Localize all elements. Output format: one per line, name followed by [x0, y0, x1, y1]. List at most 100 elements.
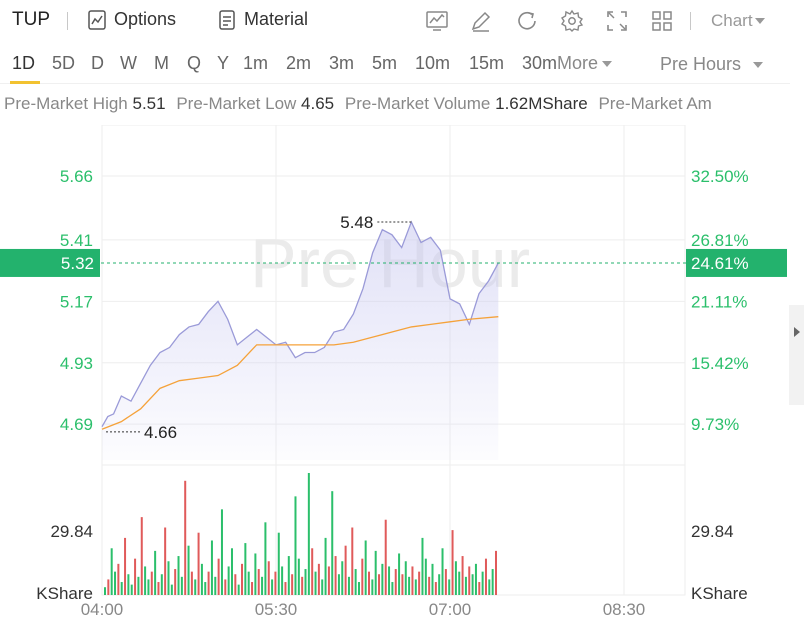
chart-menu-dropdown[interactable]: Chart: [711, 11, 765, 31]
refresh-icon[interactable]: [515, 9, 539, 33]
volume-bar: [394, 569, 397, 595]
settings-gear-icon[interactable]: [560, 9, 584, 33]
intraday-chart[interactable]: 04:00 05:30 07:00 08:30 5.66 32.50% 5.41 26.81%…: [0, 125, 790, 623]
volume-bar: [304, 569, 307, 595]
volume-bar: [241, 563, 244, 595]
y-right-tick-label: 21.11%: [691, 292, 747, 311]
interval-y[interactable]: Y: [217, 53, 230, 73]
volume-bar: [324, 537, 327, 595]
volume-bar: [311, 548, 314, 595]
volume-bar: [297, 558, 300, 595]
volume-bar: [347, 576, 350, 595]
volume-bar: [267, 561, 270, 595]
interval-15m[interactable]: 15m: [469, 53, 505, 73]
interval-1d[interactable]: 1D: [12, 53, 36, 73]
chart-type-icon[interactable]: [425, 9, 449, 33]
volume-bar: [274, 571, 277, 595]
volume-bar: [431, 563, 434, 595]
stat-value: 4.65: [301, 94, 335, 113]
material-button[interactable]: Material: [218, 9, 308, 30]
volume-bar: [404, 561, 407, 595]
volume-bar: [200, 563, 203, 595]
volume-bar: [371, 579, 374, 595]
stat-value: 1.62MShare: [495, 94, 588, 113]
interval-w[interactable]: W: [120, 53, 137, 73]
y-left-tick-label: 5.41: [60, 231, 93, 250]
volume-bar: [134, 558, 137, 595]
volume-bar: [357, 582, 360, 595]
volume-unit-right: KShare: [691, 584, 748, 603]
x-tick-label: 07:00: [429, 600, 472, 619]
volume-bar: [167, 561, 170, 595]
side-panel-toggle[interactable]: [789, 305, 804, 405]
volume-bar: [184, 480, 187, 595]
volume-bar: [478, 582, 481, 595]
volume-bar: [451, 530, 454, 595]
interval-30m[interactable]: 30m: [522, 53, 558, 73]
session-select[interactable]: Pre Hours: [660, 54, 764, 75]
volume-bar: [110, 548, 113, 595]
chevron-down-icon: [602, 60, 613, 67]
volume-bar: [424, 558, 427, 595]
volume-bar: [271, 579, 274, 595]
volume-bar: [364, 540, 367, 595]
volume-bar: [454, 561, 457, 595]
interval-1m[interactable]: 1m: [243, 53, 269, 73]
volume-bar: [434, 582, 437, 595]
volume-bar: [414, 579, 417, 595]
y-left-tick-label: 5.66: [60, 167, 93, 186]
interval-5d[interactable]: 5D: [52, 53, 76, 73]
options-button[interactable]: Options: [88, 9, 176, 30]
stat-label: Pre-Market Low: [176, 94, 297, 113]
y-right-tick-label: 9.73%: [691, 415, 739, 434]
interval-q[interactable]: Q: [187, 53, 202, 73]
fullscreen-icon[interactable]: [605, 9, 629, 33]
volume-bar: [301, 576, 304, 595]
volume-bar: [281, 566, 284, 595]
volume-bar: [204, 582, 207, 595]
volume-bar: [374, 550, 377, 595]
premarket-stats: Pre-Market High 5.51 Pre-Market Low 4.65…: [4, 94, 790, 114]
current-pct-label: 24.61%: [691, 254, 749, 273]
volume-bar: [277, 532, 280, 595]
volume-tick-right: 29.84: [691, 522, 734, 541]
volume-bar: [488, 579, 491, 595]
volume-bar: [194, 579, 197, 595]
y-right-tick-label: 32.50%: [691, 167, 749, 186]
average-line: [101, 316, 499, 430]
volume-bar: [384, 519, 387, 595]
more-intervals-dropdown[interactable]: More: [557, 53, 613, 74]
interval-10m[interactable]: 10m: [415, 53, 451, 73]
options-label: Options: [114, 9, 177, 29]
x-tick-label: 08:30: [603, 600, 646, 619]
interval-2m[interactable]: 2m: [286, 53, 312, 73]
ticker-symbol: TUP: [12, 9, 50, 30]
current-price-label: 5.32: [61, 254, 94, 273]
volume-bar: [244, 543, 247, 595]
interval-m[interactable]: M: [154, 53, 169, 73]
y-right-tick-label: 26.81%: [691, 231, 749, 250]
interval-d[interactable]: D: [91, 53, 104, 73]
volume-bar: [180, 576, 183, 595]
volume-bar: [381, 563, 384, 595]
volume-bar: [361, 558, 364, 595]
volume-bar: [334, 556, 337, 595]
volume-bar: [137, 576, 140, 595]
volume-bar: [461, 556, 464, 595]
draw-pencil-icon[interactable]: [469, 9, 493, 33]
y-left-tick-label: 4.93: [60, 354, 93, 373]
volume-bar: [494, 550, 497, 595]
stat-label: Pre-Market High: [4, 94, 128, 113]
layout-grid-icon[interactable]: [650, 9, 674, 33]
interval-5m[interactable]: 5m: [372, 53, 398, 73]
interval-3m[interactable]: 3m: [329, 53, 355, 73]
volume-bar: [327, 566, 330, 595]
volume-bar: [197, 532, 200, 595]
volume-bar: [140, 517, 143, 595]
volume-bar: [438, 574, 441, 595]
volume-bar: [294, 496, 297, 595]
volume-bar: [187, 545, 190, 595]
volume-bar: [428, 576, 431, 595]
volume-bar: [344, 545, 347, 595]
current-pct-badge: [686, 248, 787, 277]
